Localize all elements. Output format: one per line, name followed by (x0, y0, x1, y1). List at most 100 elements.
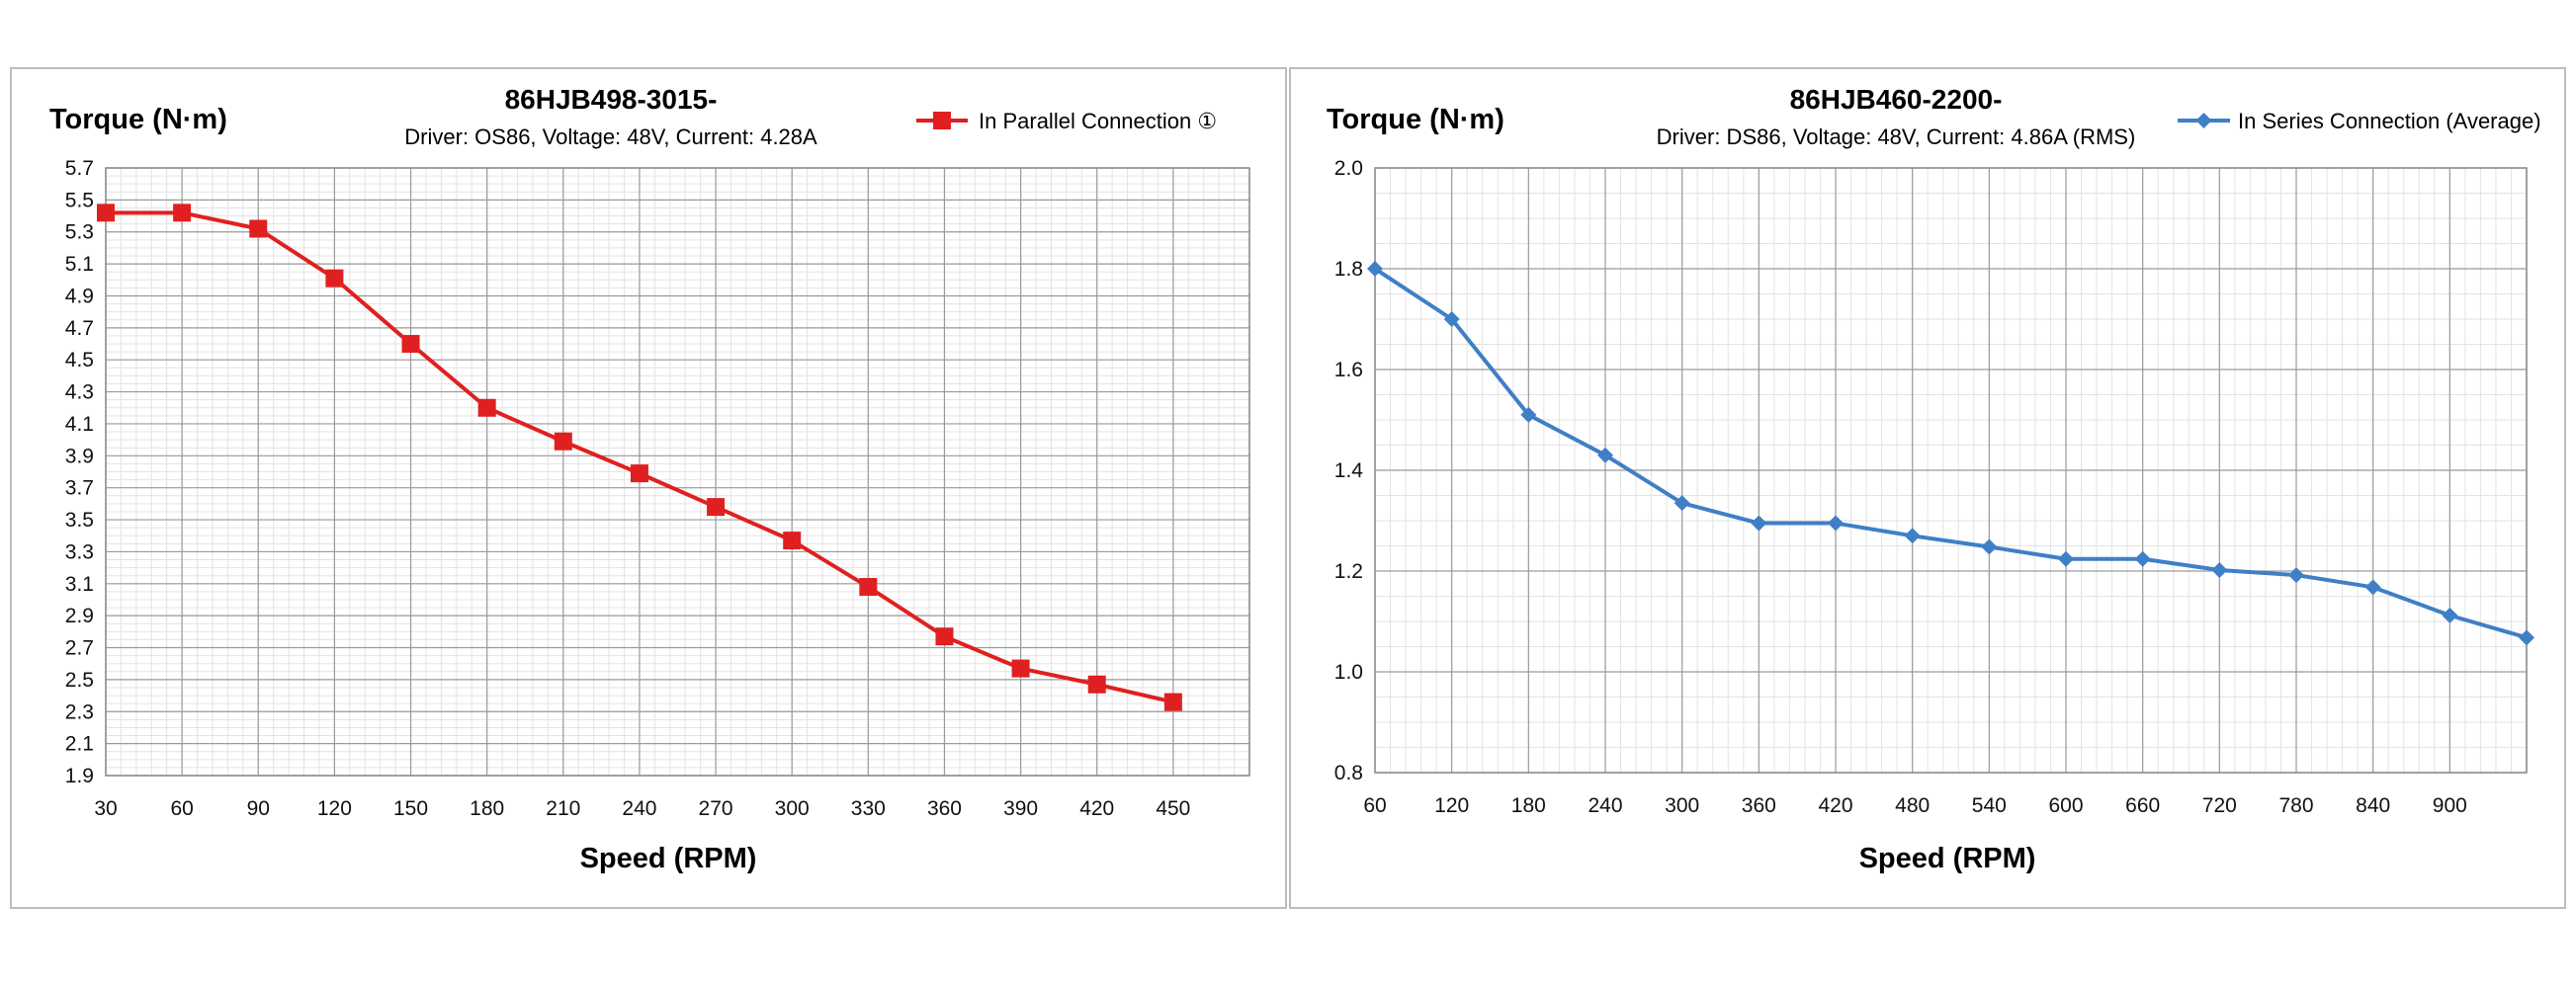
torque-chart-series: 0.8 1.0 1.2 1.4 1.6 1.8 2.0 60 120 180 240 300 360 42… (1327, 84, 2541, 874)
x-tick-label: 60 (1363, 794, 1386, 817)
y-tick-label: 4.1 (65, 413, 94, 436)
y-tick-label: 2.9 (65, 605, 94, 627)
data-point (630, 464, 648, 483)
data-point (97, 204, 115, 222)
x-axis-title: Speed (RPM) (580, 843, 757, 874)
y-tick-label: 1.2 (1334, 560, 1363, 583)
chart-panel-right: 0.8 1.0 1.2 1.4 1.6 1.8 2.0 60 120 180 240 300 360 42… (1289, 67, 2566, 909)
plot-area (1374, 167, 2528, 774)
chart-panel-left: 1.9 2.1 2.3 2.5 2.7 2.9 3.1 3.3 3.5 3.7 3.9 4.1 4.3 4… (10, 67, 1287, 909)
x-tick-label: 30 (94, 797, 117, 820)
data-point (2364, 579, 2381, 596)
data-point (477, 398, 496, 417)
x-tick-label: 720 (2202, 794, 2237, 817)
x-tick-label: 60 (170, 797, 193, 820)
y-tick-label: 4.7 (65, 317, 94, 340)
x-tick-label: 120 (1434, 794, 1469, 817)
chart-title: 86HJB460-2200- (1790, 84, 2003, 115)
legend-label: In Parallel Connection ① (979, 109, 1217, 133)
y-tick-label: 2.1 (65, 733, 94, 756)
x-tick-label: 420 (1079, 797, 1114, 820)
y-tick-label: 2.7 (65, 637, 94, 660)
data-point (249, 219, 268, 238)
x-tick-label: 330 (851, 797, 886, 820)
data-point (707, 498, 726, 517)
x-tick-label: 390 (1003, 797, 1038, 820)
y-tick-label: 2.5 (65, 669, 94, 692)
x-tick-label: 210 (546, 797, 580, 820)
y-tick-label: 3.9 (65, 445, 94, 467)
chart-subtitle: Driver: DS86, Voltage: 48V, Current: 4.8… (1657, 124, 2136, 149)
y-tick-label: 2.0 (1334, 157, 1363, 180)
legend-marker (2195, 113, 2212, 128)
x-tick-label: 90 (247, 797, 270, 820)
data-point (2058, 550, 2074, 567)
torque-chart-parallel: 1.9 2.1 2.3 2.5 2.7 2.9 3.1 3.3 3.5 3.7 3.9 4.1 4.3 4… (49, 84, 1250, 874)
data-point (1520, 406, 1537, 423)
plot-area (105, 167, 1250, 777)
data-point (401, 335, 420, 354)
y-tick-label: 1.0 (1334, 661, 1363, 684)
y-axis-title: Torque (N·m) (1327, 104, 1504, 135)
data-point (173, 204, 192, 222)
y-tick-label: 1.8 (1334, 258, 1363, 281)
data-point (1011, 659, 1030, 678)
data-point (783, 532, 802, 550)
y-tick-label: 1.6 (1334, 359, 1363, 381)
data-point (1597, 447, 1613, 463)
data-point (1443, 311, 1460, 327)
x-tick-label: 480 (1895, 794, 1930, 817)
data-point (2442, 607, 2458, 623)
legend-marker (933, 112, 951, 129)
data-point (935, 627, 954, 646)
data-point (554, 432, 572, 451)
x-tick-label: 150 (393, 797, 428, 820)
y-tick-label: 4.9 (65, 285, 94, 307)
data-point (1981, 538, 1998, 555)
y-tick-label: 1.9 (65, 765, 94, 787)
x-tick-label: 180 (470, 797, 504, 820)
y-tick-label: 4.3 (65, 381, 94, 404)
data-point (1904, 528, 1921, 544)
y-tick-label: 5.3 (65, 221, 94, 244)
x-tick-label: 240 (1588, 794, 1622, 817)
x-tick-label: 840 (2356, 794, 2390, 817)
y-tick-label: 3.7 (65, 477, 94, 500)
y-axis-title: Torque (N·m) (49, 104, 227, 135)
y-tick-label: 5.1 (65, 253, 94, 276)
x-axis-title: Speed (RPM) (1859, 843, 2036, 874)
y-tick-label: 0.8 (1334, 762, 1363, 784)
y-tick-label: 5.7 (65, 157, 94, 180)
data-point (2288, 567, 2304, 584)
x-tick-label: 420 (1818, 794, 1852, 817)
x-tick-label: 780 (2278, 794, 2313, 817)
x-tick-label: 300 (1665, 794, 1699, 817)
data-point (1828, 515, 1844, 532)
y-tick-label: 1.4 (1334, 459, 1364, 482)
data-point (325, 269, 344, 288)
x-tick-label: 600 (2048, 794, 2083, 817)
x-tick-label: 360 (1742, 794, 1776, 817)
y-tick-label: 3.1 (65, 573, 94, 596)
x-tick-label: 660 (2125, 794, 2160, 817)
data-point (1087, 675, 1106, 694)
x-tick-label: 180 (1511, 794, 1546, 817)
data-point (2134, 550, 2151, 567)
data-point (859, 578, 878, 597)
y-tick-label: 3.3 (65, 540, 94, 563)
series-line (1373, 267, 2528, 640)
data-point (1163, 693, 1182, 711)
legend-label: In Series Connection (Average) (2238, 109, 2541, 133)
data-point (2211, 561, 2228, 578)
data-point (1751, 515, 1767, 532)
data-point (2519, 629, 2534, 646)
chart-subtitle: Driver: OS86, Voltage: 48V, Current: 4.2… (404, 124, 817, 149)
x-tick-label: 120 (317, 797, 352, 820)
x-tick-label: 360 (927, 797, 962, 820)
x-tick-label: 450 (1156, 797, 1190, 820)
data-point (1367, 261, 1383, 277)
x-tick-label: 240 (622, 797, 656, 820)
y-tick-label: 2.3 (65, 700, 94, 723)
x-tick-label: 300 (775, 797, 810, 820)
data-point (1674, 495, 1690, 512)
